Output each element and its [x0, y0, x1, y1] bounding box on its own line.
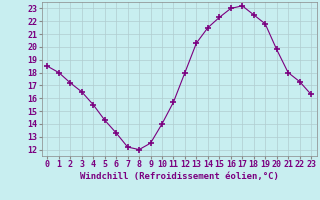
- X-axis label: Windchill (Refroidissement éolien,°C): Windchill (Refroidissement éolien,°C): [80, 172, 279, 181]
